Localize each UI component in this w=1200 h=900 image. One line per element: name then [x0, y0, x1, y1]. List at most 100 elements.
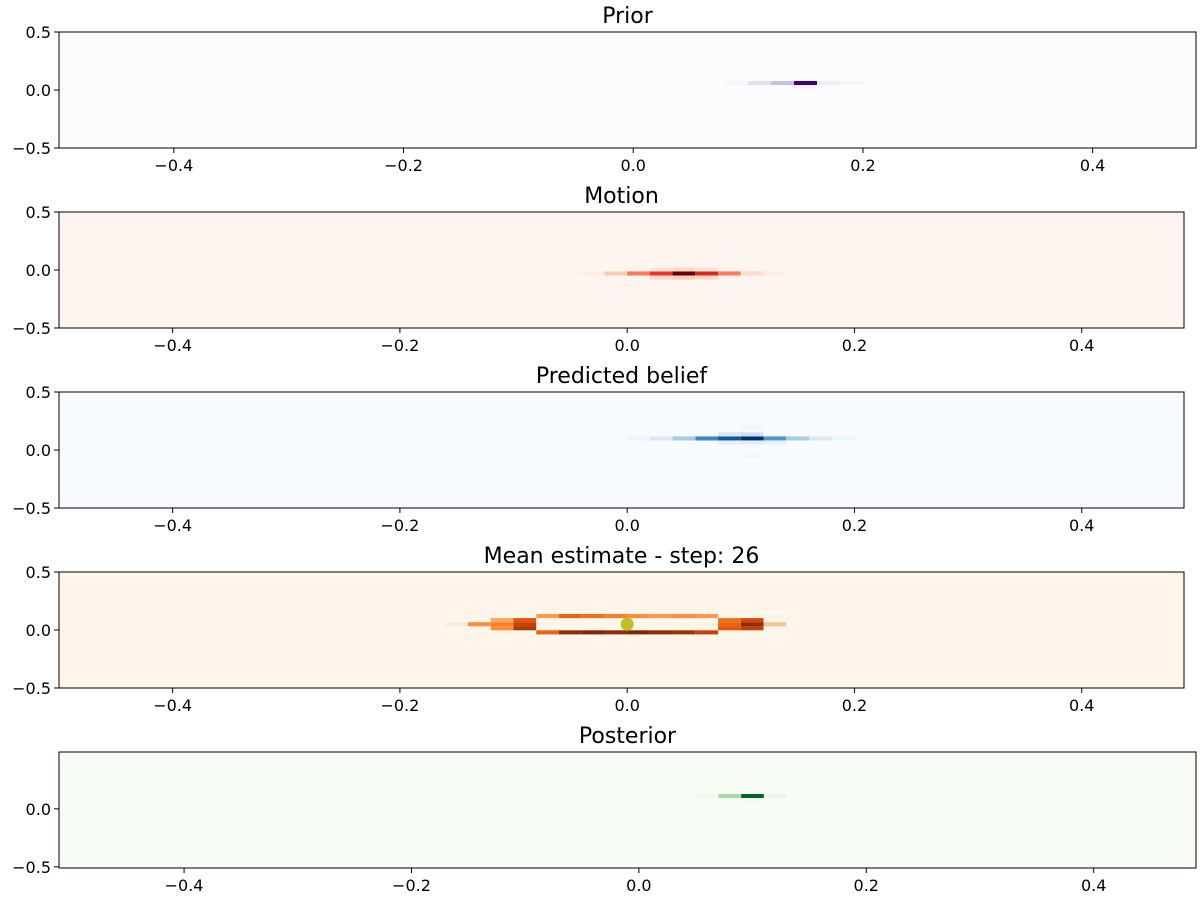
panel-4-heatmap-cell: [559, 630, 582, 635]
panel-3-heatmap-cell: [763, 440, 787, 445]
panel-4-y-tick-label: 0.0: [26, 621, 51, 640]
panel-4-heatmap-cell: [490, 626, 514, 631]
panel-4-heatmap-cell: [672, 614, 696, 619]
panel-4-x-tick-label: 0.4: [1069, 696, 1094, 715]
panel-2-heatmap-cell: [672, 275, 696, 280]
panel-4-heatmap-cell: [468, 622, 491, 627]
panel-5-x-tick-label: 0.0: [626, 876, 651, 895]
panel-3-heatmap-cell: [718, 432, 741, 437]
panel-4-heatmap-cell: [581, 614, 605, 619]
panel-3-background: [59, 392, 1184, 508]
panel-3-heatmap-cell: [831, 436, 855, 441]
panel-3-heatmap-cell: [627, 436, 650, 441]
panel-5-background: [59, 752, 1196, 868]
panel-4-heatmap-cell: [513, 618, 537, 623]
panel-4-heatmap-cell: [536, 614, 559, 619]
panel-5-heatmap-cell: [695, 794, 719, 799]
panel-4-heatmap-cell: [490, 622, 514, 627]
panel-2-x-tick-label: 0.0: [614, 336, 639, 355]
panel-3-x-tick-label: −0.2: [380, 516, 419, 535]
panel-5-x-tick-label: 0.2: [854, 876, 879, 895]
panel-4-heatmap-cell: [536, 630, 559, 635]
panel-3-y-tick-label: 0.0: [26, 441, 51, 460]
panel-2-heatmap-cell: [718, 271, 741, 276]
panel-2-heatmap-cell: [740, 271, 764, 276]
panel-3-heatmap-cell: [809, 436, 832, 441]
panel-4-heatmap-cell: [718, 626, 741, 631]
panel-1-x-tick-label: 0.2: [850, 156, 875, 175]
panel-4-y-tick-label: 0.5: [26, 563, 51, 582]
panel-2-y-tick-label: 0.0: [26, 261, 51, 280]
panel-4-heatmap-cell: [604, 630, 628, 635]
panel-5-heatmap-cell: [741, 798, 764, 803]
panel-3-heatmap-cell: [740, 432, 764, 437]
panel-2-heatmap-cell: [672, 267, 696, 272]
panel-3-heatmap-cell: [740, 436, 764, 441]
panel-4-heatmap-cell: [649, 614, 673, 619]
panel-3-heatmap-cell: [740, 424, 764, 429]
panel-1-title: Prior: [602, 4, 653, 29]
panel-5-y-tick-label: −0.5: [12, 858, 51, 877]
panel-3-x-tick-label: 0.2: [842, 516, 867, 535]
panel-4-x-tick-label: −0.4: [153, 696, 192, 715]
panel-2-heatmap-cell: [649, 267, 673, 272]
panel-1-y-tick-label: −0.5: [12, 139, 51, 158]
panel-1-y-tick-label: 0.5: [26, 23, 51, 42]
panel-4-heatmap-cell: [740, 626, 764, 631]
panel-2-x-tick-label: 0.4: [1069, 336, 1094, 355]
panel-3-title: Predicted belief: [536, 364, 709, 389]
panel-5-frame: [58, 751, 1197, 869]
panel-1-heatmap-cell: [817, 81, 840, 86]
panel-2-x-tick-label: −0.2: [380, 336, 419, 355]
panel-4-heatmap-cell: [445, 622, 469, 627]
panel-2-x-tick-label: 0.2: [842, 336, 867, 355]
panel-5-x-tick-label: −0.4: [165, 876, 204, 895]
panel-4-x-tick-label: 0.2: [842, 696, 867, 715]
panel-2-heatmap-cell: [695, 271, 719, 276]
panel-3-heatmap-cell: [740, 440, 764, 445]
panel-3-heatmap-cell: [672, 436, 696, 441]
panel-4-mean-point: [620, 617, 634, 631]
panel-2-background: [59, 212, 1184, 328]
panel-4-title: Mean estimate - step: 26: [484, 544, 760, 569]
panel-1-x-tick-label: −0.4: [154, 156, 193, 175]
panel-2-heatmap-cell: [695, 275, 719, 280]
panel-3-heatmap-cell: [718, 436, 741, 441]
panel-4-heatmap-cell: [718, 622, 741, 627]
panel-4-y-tick-label: −0.5: [12, 679, 51, 698]
panel-4-heatmap-cell: [695, 614, 719, 619]
panel-1-x-tick-label: −0.2: [384, 156, 423, 175]
panel-3-x-tick-label: 0.0: [614, 516, 639, 535]
panel-3-heatmap-cell: [649, 436, 673, 441]
panel-5-heatmap-cell: [741, 794, 764, 799]
panel-4-heatmap-cell: [649, 630, 673, 635]
panel-5-x-tick-label: −0.2: [392, 876, 431, 895]
panel-4-heatmap-cell: [559, 614, 582, 619]
panel-3-heatmap-cell: [718, 440, 741, 445]
panel-5-y-tick-label: 0.0: [26, 800, 51, 819]
panel-4-x-tick-label: 0.0: [614, 696, 639, 715]
panel-2-heatmap-cell: [695, 267, 719, 272]
panel-3-y-tick-label: −0.5: [12, 499, 51, 518]
panel-4-heatmap-cell: [604, 614, 628, 619]
panel-4-heatmap-cell: [740, 622, 764, 627]
panel-2-y-tick-label: −0.5: [12, 319, 51, 338]
panel-2-heatmap-cell: [649, 271, 673, 276]
panel-1-heatmap-cell: [771, 81, 795, 86]
panel-4-heatmap-cell: [581, 630, 605, 635]
panel-4-heatmap-cell: [740, 618, 764, 623]
panel-4-heatmap-cell: [490, 618, 514, 623]
panel-2-heatmap-cell: [763, 271, 787, 276]
panel-2-heatmap-cell: [672, 271, 696, 276]
panel-1-heatmap-cell: [748, 81, 772, 86]
panel-5-x-tick-label: 0.4: [1081, 876, 1106, 895]
panel-4-heatmap-cell: [763, 622, 787, 627]
panel-3-heatmap-cell: [695, 436, 719, 441]
panel-1-x-tick-label: 0.4: [1080, 156, 1105, 175]
panel-5-heatmap-cell: [763, 794, 787, 799]
panel-2-heatmap-cell: [627, 271, 650, 276]
panel-1-y-tick-label: 0.0: [26, 81, 51, 100]
panel-1-heatmap-cell: [840, 81, 863, 86]
panel-4-heatmap-cell: [627, 614, 650, 619]
